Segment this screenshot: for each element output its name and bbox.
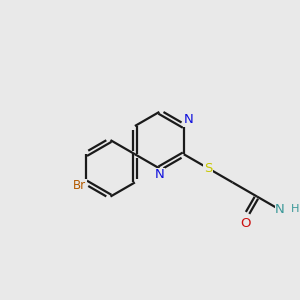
Text: H: H: [290, 204, 299, 214]
Text: Br: Br: [74, 179, 86, 193]
Text: N: N: [154, 168, 164, 181]
Text: S: S: [204, 162, 212, 175]
Text: N: N: [275, 203, 285, 216]
Text: O: O: [240, 217, 250, 230]
Text: N: N: [184, 113, 194, 126]
